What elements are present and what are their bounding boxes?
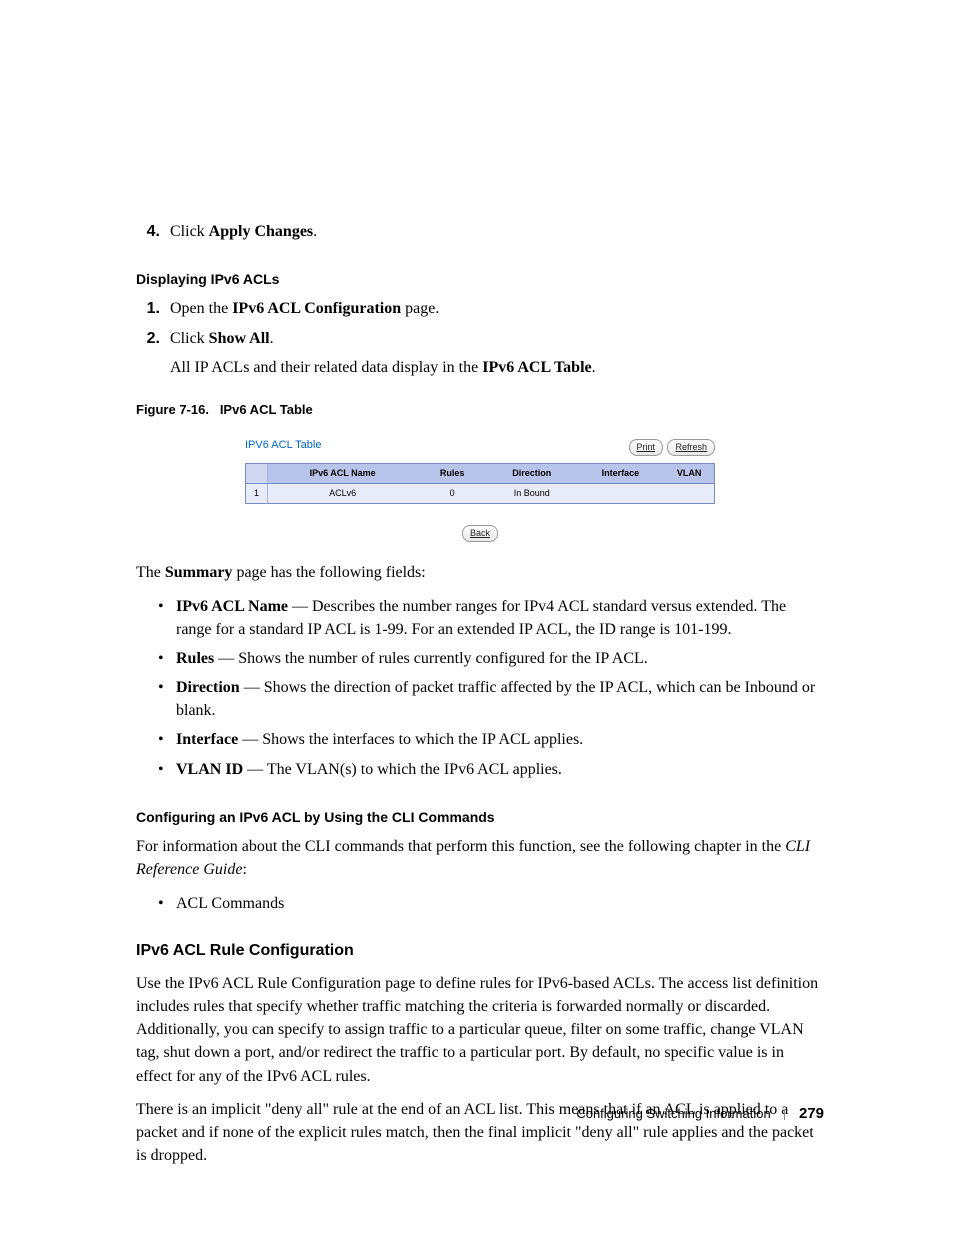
text-bold: Show All: [209, 330, 270, 347]
figure-caption: Figure 7-16. IPv6 ACL Table: [136, 401, 824, 420]
table-header-row: IPv6 ACL Name Rules Direction Interface …: [246, 464, 714, 484]
cell-index: 1: [246, 484, 268, 503]
cell-interface: [577, 484, 665, 503]
step-number: 4.: [136, 220, 170, 243]
acl-title-row: IPV6 ACL Table Print Refresh: [245, 434, 715, 457]
text: .: [270, 330, 274, 347]
term: VLAN ID: [176, 761, 243, 778]
cli-bullet-list: ACL Commands: [136, 892, 824, 915]
summary-intro: The Summary page has the following field…: [136, 561, 824, 584]
page-footer: Configuring Switching Information 279: [576, 1103, 824, 1125]
step-1: 1. Open the IPv6 ACL Configuration page.: [136, 297, 824, 320]
step-number: 2.: [136, 327, 170, 350]
text: page has the following fields:: [232, 564, 425, 581]
figure-label: Figure 7-16.: [136, 402, 209, 417]
acl-panel-buttons: Print Refresh: [629, 434, 715, 457]
step-body: Open the IPv6 ACL Configuration page.: [170, 297, 824, 320]
list-item: ACL Commands: [176, 892, 824, 915]
figure-title: IPv6 ACL Table: [220, 402, 313, 417]
text-bold: IPv6 ACL Table: [482, 359, 591, 376]
text-bold: IPv6 ACL Configuration: [232, 300, 401, 317]
list-item: Interface — Shows the interfaces to whic…: [176, 728, 824, 751]
step-body: Click Apply Changes.: [170, 220, 824, 243]
list-item: IPv6 ACL Name — Describes the number ran…: [176, 595, 824, 641]
cell-vlan: [664, 484, 714, 503]
heading-rule-config: IPv6 ACL Rule Configuration: [136, 939, 824, 962]
heading-displaying: Displaying IPv6 ACLs: [136, 269, 824, 289]
text: .: [313, 223, 317, 240]
col-direction: Direction: [487, 464, 577, 483]
desc: — The VLAN(s) to which the IPv6 ACL appl…: [243, 761, 562, 778]
footer-section: Configuring Switching Information: [576, 1106, 770, 1121]
cli-intro: For information about the CLI commands t…: [136, 835, 824, 881]
col-rules: Rules: [417, 464, 487, 483]
list-item: VLAN ID — The VLAN(s) to which the IPv6 …: [176, 758, 824, 781]
cell-name: ACLv6: [268, 484, 417, 503]
rule-p1: Use the IPv6 ACL Rule Configuration page…: [136, 972, 824, 1088]
desc: — Shows the interfaces to which the IP A…: [238, 731, 583, 748]
list-item: Rules — Shows the number of rules curren…: [176, 647, 824, 670]
term: Rules: [176, 650, 214, 667]
col-name: IPv6 ACL Name: [268, 464, 417, 483]
step-number: 1.: [136, 297, 170, 320]
text: For information about the CLI commands t…: [136, 838, 785, 855]
print-button[interactable]: Print: [629, 439, 664, 456]
figure-ipv6-acl-table: IPV6 ACL Table Print Refresh IPv6 ACL Na…: [136, 434, 824, 543]
footer-separator: [784, 1109, 785, 1120]
step-4: 4. Click Apply Changes.: [136, 220, 824, 243]
desc: — Shows the direction of packet traffic …: [176, 679, 815, 719]
text: Click: [170, 223, 209, 240]
table-row: 1 ACLv6 0 In Bound: [246, 484, 714, 503]
term: IPv6 ACL Name: [176, 598, 288, 615]
summary-bullet-list: IPv6 ACL Name — Describes the number ran…: [136, 595, 824, 781]
cell-direction: In Bound: [487, 484, 577, 503]
back-row: Back: [245, 520, 715, 543]
text: All IP ACLs and their related data displ…: [170, 359, 482, 376]
text: Click: [170, 330, 209, 347]
text: page.: [401, 300, 439, 317]
text: Open the: [170, 300, 232, 317]
acl-table-panel: IPV6 ACL Table Print Refresh IPv6 ACL Na…: [245, 434, 715, 543]
col-vlan: VLAN: [664, 464, 714, 483]
heading-cli: Configuring an IPv6 ACL by Using the CLI…: [136, 807, 824, 827]
cell-rules: 0: [417, 484, 487, 503]
step-2: 2. Click Show All.: [136, 327, 824, 350]
followup-text: All IP ACLs and their related data displ…: [170, 356, 824, 379]
col-interface: Interface: [577, 464, 665, 483]
text-bold: Apply Changes: [209, 223, 313, 240]
list-item: Direction — Shows the direction of packe…: [176, 676, 824, 722]
text-bold: Summary: [165, 564, 233, 581]
acl-panel-title: IPV6 ACL Table: [245, 438, 321, 454]
back-button[interactable]: Back: [462, 525, 498, 542]
page-number: 279: [799, 1105, 824, 1122]
text: .: [592, 359, 596, 376]
col-index: [246, 464, 268, 483]
term: Interface: [176, 731, 238, 748]
term: Direction: [176, 679, 240, 696]
desc: — Shows the number of rules currently co…: [214, 650, 648, 667]
text: The: [136, 564, 165, 581]
acl-grid: IPv6 ACL Name Rules Direction Interface …: [245, 463, 715, 504]
step-body: Click Show All.: [170, 327, 824, 350]
text: :: [242, 861, 246, 878]
refresh-button[interactable]: Refresh: [667, 439, 715, 456]
